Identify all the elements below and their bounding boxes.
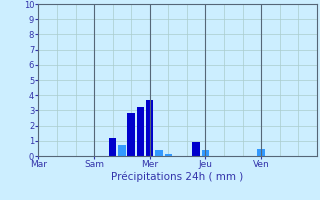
Bar <box>109 138 116 156</box>
Bar <box>146 100 154 156</box>
Bar <box>192 142 200 156</box>
Bar <box>257 149 265 156</box>
Bar <box>118 145 126 156</box>
Bar <box>127 113 135 156</box>
Bar <box>202 150 209 156</box>
X-axis label: Précipitations 24h ( mm ): Précipitations 24h ( mm ) <box>111 172 244 182</box>
Bar <box>137 107 144 156</box>
Bar <box>155 150 163 156</box>
Bar <box>164 154 172 156</box>
